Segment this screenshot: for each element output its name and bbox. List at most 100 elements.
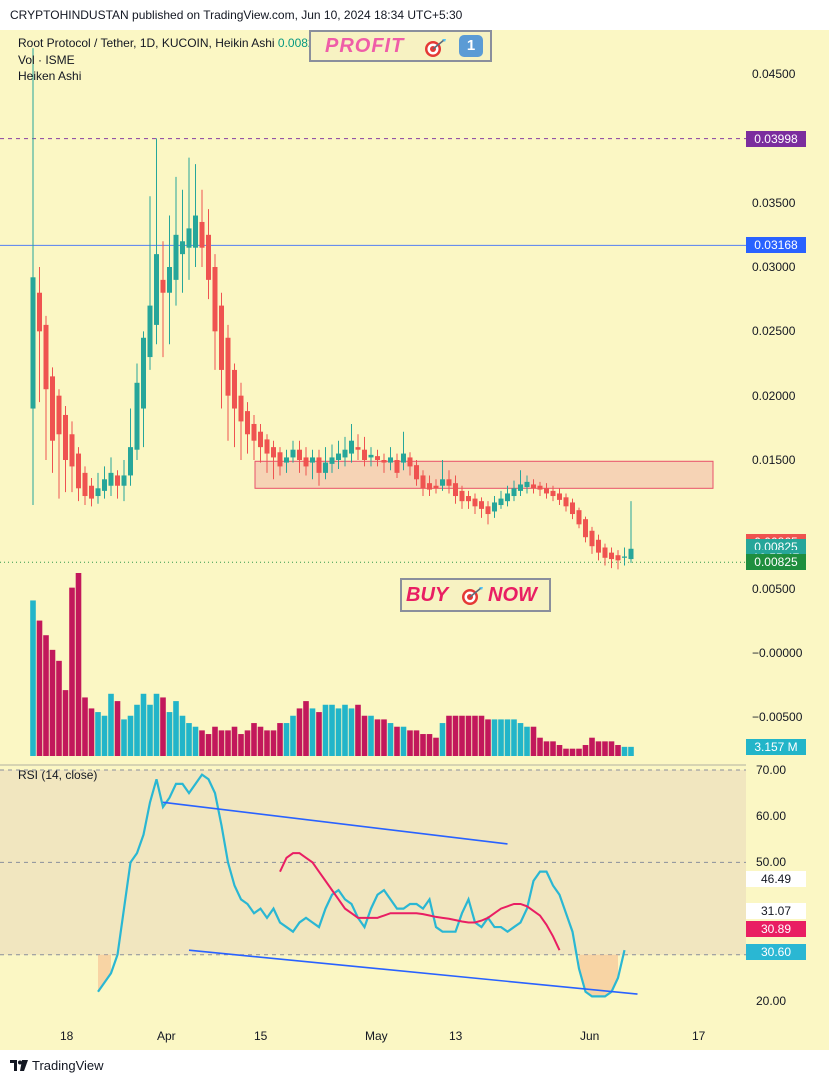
- candle-body: [609, 552, 614, 560]
- candle-body: [212, 267, 218, 332]
- volume-bar: [127, 715, 134, 756]
- volume-bar: [56, 660, 62, 756]
- candle-body: [388, 457, 393, 463]
- volume-bar: [550, 741, 556, 756]
- volume-bar: [88, 708, 95, 756]
- candle-body: [108, 472, 114, 486]
- rsi-value-badge: 31.07: [746, 903, 806, 920]
- time-tick-label: 17: [692, 1029, 706, 1043]
- volume-bar: [186, 723, 192, 756]
- volume-bar: [264, 730, 270, 756]
- candle-body: [368, 454, 374, 458]
- candle-body: [401, 453, 406, 463]
- price-tick-label: −0.00500: [752, 710, 803, 725]
- candle-body: [492, 502, 497, 512]
- candle-body: [628, 548, 634, 560]
- candle-body: [69, 434, 75, 467]
- buy-text: BUY: [406, 584, 449, 606]
- rsi-legend: RSI (14, close): [18, 768, 98, 782]
- volume-bar: [36, 620, 43, 756]
- volume-bar: [108, 693, 114, 756]
- volume-bar: [49, 649, 56, 756]
- volume-bar: [615, 745, 621, 756]
- candle-body: [154, 254, 159, 325]
- volume-bar: [205, 734, 212, 756]
- candle-body: [615, 555, 621, 561]
- rsi-trendline-0: [162, 801, 508, 845]
- candle-body: [147, 305, 153, 358]
- candle-body: [531, 484, 536, 489]
- volume-bar: [582, 745, 589, 756]
- candle-body: [622, 556, 627, 558]
- volume-bar: [511, 719, 517, 756]
- volume-bar: [459, 715, 465, 756]
- volume-bar: [524, 726, 530, 756]
- symbol-title: Root Protocol / Tether, 1D, KUCOIN, Heik…: [18, 36, 275, 50]
- candle-body: [576, 510, 582, 525]
- volume-bar: [173, 701, 179, 756]
- volume-bar: [335, 708, 342, 756]
- volume-bar: [394, 726, 400, 756]
- price-tick-label: 0.02000: [752, 388, 796, 403]
- static-layer: [0, 757, 746, 955]
- candle-body: [349, 440, 354, 454]
- volume-bar: [290, 715, 296, 756]
- volume-bar: [589, 737, 595, 756]
- volume-bar: [446, 715, 452, 756]
- time-tick-label: 15: [254, 1029, 268, 1043]
- candle-body: [160, 279, 166, 293]
- candle-body: [102, 479, 107, 491]
- publisher-info: CRYPTOHINDUSTAN published on TradingView…: [10, 8, 463, 22]
- time-tick-label: May: [365, 1029, 388, 1043]
- time-tick-label: 18: [60, 1029, 74, 1043]
- volume-bar: [30, 600, 36, 756]
- zone-layer: [254, 460, 714, 489]
- candle-body: [381, 460, 387, 463]
- tradingview-logo: TradingView: [10, 1058, 104, 1073]
- candle-body: [199, 221, 205, 248]
- volume-bar: [309, 708, 316, 756]
- candle-body: [596, 539, 601, 553]
- volume-bar: [160, 697, 166, 756]
- price-chart[interactable]: [0, 0, 829, 1050]
- volume-bar: [121, 719, 127, 756]
- candle-body: [342, 449, 348, 458]
- candle-body: [375, 456, 380, 460]
- volume-bar: [329, 704, 335, 756]
- volume-bar: [602, 741, 608, 756]
- price-tick-label: 0.04500: [752, 67, 796, 81]
- candle-body: [550, 490, 556, 497]
- rsi-layer: [0, 769, 746, 998]
- candle-body: [134, 382, 140, 450]
- volume-bar: [101, 715, 108, 756]
- dart-target-icon: [462, 587, 483, 605]
- candle-body: [141, 337, 146, 409]
- candle-body: [407, 457, 413, 467]
- volume-bar: [439, 723, 446, 756]
- volume-bar: [517, 723, 524, 756]
- candle-body: [518, 484, 523, 491]
- volume-bar: [407, 730, 413, 756]
- volume-bar: [179, 715, 186, 756]
- candle-body: [355, 447, 361, 450]
- volume-bar: [498, 719, 504, 756]
- candle-body: [219, 305, 224, 370]
- rsi-tick-label: 50.00: [756, 855, 787, 870]
- volume-bar: [465, 715, 472, 756]
- candle-body: [193, 215, 198, 248]
- volume-bar: [543, 741, 550, 756]
- volume-bar: [355, 704, 361, 756]
- candle-body: [232, 369, 237, 409]
- volume-bar: [134, 704, 140, 756]
- volume-bar: [283, 723, 290, 756]
- volume-bar: [368, 715, 374, 756]
- volume-bar: [569, 748, 576, 756]
- profit-text: PROFIT: [325, 35, 405, 57]
- volume-bar: [225, 730, 231, 756]
- candle-body: [82, 472, 88, 497]
- volume-bar: [452, 715, 459, 756]
- now-text: NOW: [488, 584, 537, 606]
- volume-bar: [322, 704, 329, 756]
- volume-bar: [218, 730, 225, 756]
- candle-body: [589, 530, 595, 547]
